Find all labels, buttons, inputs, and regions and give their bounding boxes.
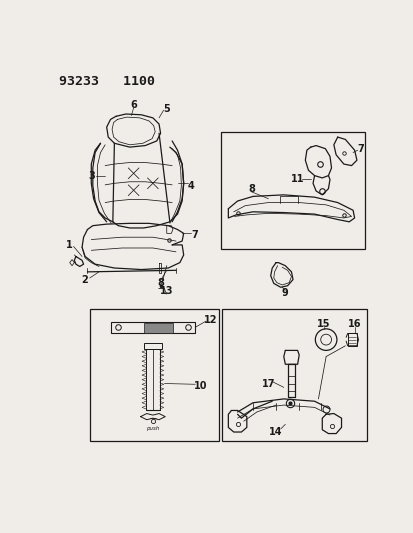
Text: 13: 13 (159, 286, 173, 296)
Bar (146, 349, 159, 410)
Text: 8: 8 (157, 278, 164, 288)
Text: 2: 2 (81, 274, 88, 285)
Text: 8: 8 (247, 184, 254, 193)
Bar (220, 132, 365, 249)
Text: 93233   1100: 93233 1100 (59, 75, 154, 88)
Bar (143, 322, 173, 333)
Bar (347, 334, 356, 346)
Text: 16: 16 (347, 319, 361, 329)
Bar (110, 322, 195, 334)
Bar (90, 309, 218, 441)
Text: 7: 7 (191, 230, 198, 240)
Bar (222, 309, 366, 441)
Text: 3: 3 (88, 171, 95, 181)
Text: push: push (146, 426, 159, 431)
Text: 10: 10 (193, 381, 207, 391)
Text: 6: 6 (130, 100, 137, 110)
Text: 4: 4 (188, 181, 194, 191)
Text: 12: 12 (203, 314, 217, 325)
Text: 5: 5 (163, 103, 170, 114)
Text: 1: 1 (66, 240, 73, 250)
Bar (143, 343, 162, 349)
Text: 17: 17 (261, 378, 275, 389)
Text: 15: 15 (316, 319, 330, 329)
Text: 11: 11 (290, 174, 304, 184)
Text: 7: 7 (356, 144, 363, 154)
Text: 14: 14 (269, 427, 282, 437)
Text: 9: 9 (281, 288, 288, 298)
